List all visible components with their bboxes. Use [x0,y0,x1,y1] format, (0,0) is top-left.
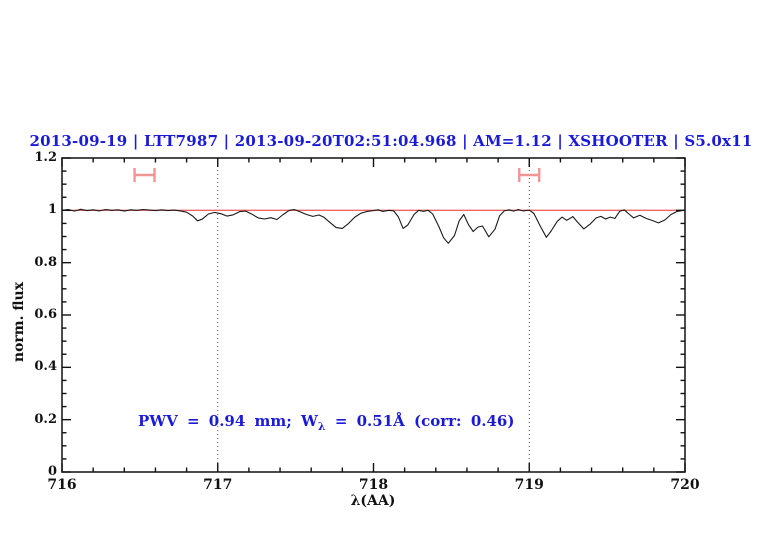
pwv-annotation-sub: λ [317,420,326,433]
pwv-annotation-suffix: = 0.51Å (corr: 0.46) [325,412,515,430]
y-tick-label: 0 [47,464,57,479]
pwv-annotation: PWV = 0.94 mm; Wλ = 0.51Å (corr: 0.46) [138,412,514,433]
x-tick-label: 718 [358,477,389,493]
y-tick-label: 0.4 [34,359,57,375]
y-tick-label: 0.8 [34,254,57,270]
y-axis-label: norm. flux [11,281,27,363]
y-tick-label: 0.2 [34,411,57,427]
y-tick-label: 1.2 [34,150,57,165]
y-tick-label: 0.6 [34,307,57,322]
x-tick-label: 719 [514,477,544,493]
plot-title: 2013-09-19 | LTT7987 | 2013-09-20T02:51:… [29,132,753,150]
x-axis-label: λ(AA) [350,493,396,509]
pwv-annotation-prefix: PWV = 0.94 mm; W [138,412,318,430]
spectrum-line [61,208,686,244]
y-tick-label: 1 [47,202,57,218]
x-tick-label: 716 [47,477,77,493]
x-tick-label: 717 [203,477,233,493]
x-tick-label: 720 [670,477,700,493]
